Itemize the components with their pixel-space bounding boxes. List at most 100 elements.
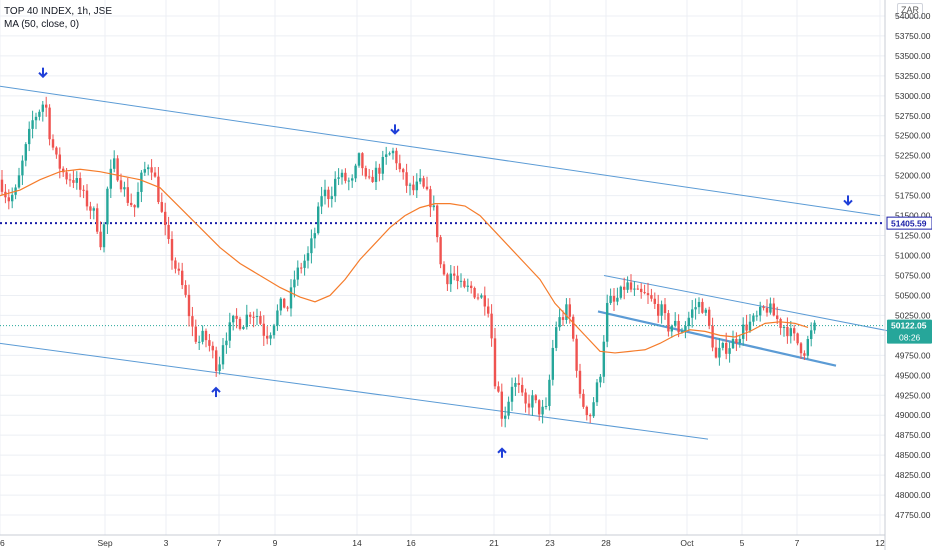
candle-body: [68, 179, 72, 181]
candle-body: [677, 320, 680, 333]
candle-body: [31, 120, 34, 129]
candle-body: [725, 342, 728, 354]
candle-body: [368, 176, 371, 178]
candle-body: [782, 326, 786, 328]
x-tick-label: 5: [740, 538, 745, 548]
candle-body: [211, 345, 214, 351]
y-tick-label: 54000.00: [895, 11, 931, 21]
y-tick-label: 49750.00: [895, 350, 931, 360]
candle-body: [252, 316, 255, 318]
candle-body: [259, 316, 262, 324]
candle-body: [89, 206, 92, 211]
x-tick-label: 26: [0, 538, 5, 548]
candle-body: [507, 401, 510, 416]
candle-body: [459, 280, 463, 282]
candle-body: [779, 319, 782, 328]
candle-body: [708, 309, 711, 326]
candle-body: [589, 415, 592, 417]
candle-body: [317, 206, 320, 234]
candle-body: [561, 317, 565, 320]
candle-body: [769, 303, 772, 313]
candle-body: [538, 400, 541, 415]
candle-body: [670, 325, 673, 332]
candle-body: [745, 324, 748, 331]
x-tick-label: 7: [795, 538, 800, 548]
candle-body: [58, 154, 61, 169]
candle-body: [551, 347, 554, 380]
candle-body: [232, 315, 235, 323]
candle-body: [21, 160, 24, 176]
candle-body: [500, 391, 503, 419]
candle-body: [320, 196, 323, 207]
candle-body: [803, 353, 806, 356]
candle-body: [385, 154, 388, 157]
ma-indicator-label[interactable]: MA (50, close, 0): [4, 19, 80, 30]
candle-body: [504, 415, 507, 419]
candle-body: [238, 318, 242, 329]
trend-channels: [0, 85, 932, 440]
candle-body: [51, 139, 55, 148]
y-tick-label: 51750.00: [895, 191, 931, 201]
candle-body: [432, 205, 435, 208]
candle-body: [483, 295, 486, 307]
candle-body: [623, 286, 626, 290]
price-labels: 51405.59 50122.05 08:26: [886, 216, 932, 344]
down-arrow-marker-icon: [38, 67, 48, 79]
y-tick-label: 50750.00: [895, 270, 931, 280]
candle-body: [629, 282, 633, 290]
candle-body: [473, 288, 476, 298]
candle-body: [106, 188, 109, 225]
candle-body: [796, 333, 799, 344]
candle-body: [55, 147, 58, 155]
candle-body: [548, 379, 551, 406]
arrow-markers: [38, 67, 853, 458]
candle-body: [714, 347, 718, 358]
x-tick-label: Sep: [97, 538, 112, 548]
candle-body: [748, 321, 752, 331]
y-tick-label: 47750.00: [895, 510, 931, 520]
candle-body: [572, 316, 575, 339]
candle-body: [337, 177, 340, 179]
y-tick-label: 51500.00: [895, 211, 931, 221]
currency-badge[interactable]: ZAR: [897, 3, 923, 18]
candle-body: [463, 280, 466, 287]
candle-body: [453, 273, 456, 276]
candle-body: [187, 294, 191, 317]
y-tick-label: 52000.00: [895, 171, 931, 181]
down-arrow-marker-icon: [843, 195, 853, 206]
candle-body: [82, 189, 85, 191]
y-tick-label: 52750.00: [895, 111, 931, 121]
candle-body: [646, 293, 650, 296]
candle-body: [653, 298, 656, 304]
candle-body: [198, 341, 201, 343]
candle-body: [286, 307, 289, 309]
candle-body: [293, 279, 296, 288]
candle-body: [204, 330, 208, 341]
candle-body: [391, 150, 395, 154]
candle-body: [201, 330, 204, 342]
candle-body: [225, 340, 228, 346]
candle-body: [704, 309, 707, 313]
grid-lines: [0, 0, 885, 535]
candle-body: [276, 310, 279, 326]
channel-upper-line: [0, 85, 881, 217]
up-arrow-marker-icon: [497, 447, 507, 458]
candle-body: [497, 386, 500, 392]
candle-body: [446, 274, 449, 285]
candle-body: [177, 268, 180, 271]
up-arrow-marker-icon: [211, 386, 221, 398]
candle-body: [235, 315, 238, 319]
candle-body: [510, 386, 514, 402]
candle-body: [456, 275, 459, 282]
candle-body: [123, 187, 126, 190]
candle-body: [62, 168, 65, 173]
candle-body: [313, 233, 316, 239]
x-tick-label: 3: [164, 538, 169, 548]
candle-body: [0, 179, 4, 192]
candle-body: [534, 395, 537, 401]
candle-body: [412, 184, 415, 191]
candle-body: [619, 286, 622, 298]
x-tick-label: 23: [545, 538, 555, 548]
candle-body: [759, 306, 762, 316]
